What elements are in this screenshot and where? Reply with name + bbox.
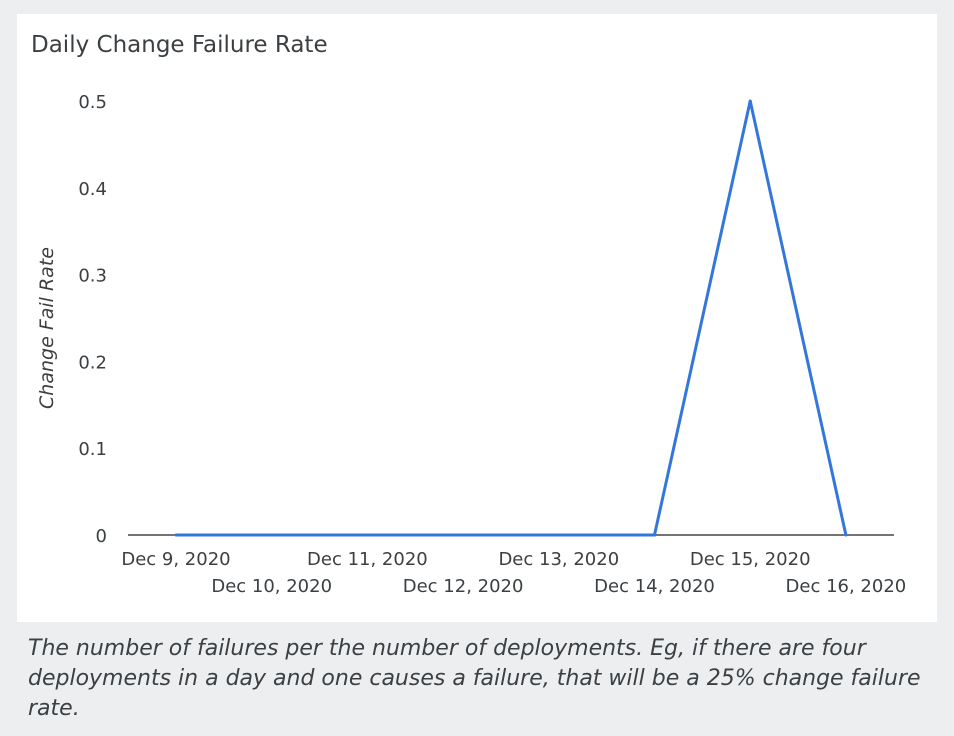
chart-caption: The number of failures per the number of… xyxy=(28,636,921,721)
y-tick-label: 0.1 xyxy=(78,439,107,460)
y-tick-label: 0 xyxy=(96,526,107,547)
data-point xyxy=(270,533,274,537)
data-point xyxy=(365,533,369,537)
x-tick-label: Dec 11, 2020 xyxy=(307,549,428,570)
data-point xyxy=(748,99,752,103)
chart-card: Daily Change Failure Rate Change Fail Ra… xyxy=(17,14,937,622)
line-chart: Change Fail Rate 0 0.1 0.2 0.3 0.4 0.5 Dec 9, 2… xyxy=(36,92,907,597)
y-tick-label: 0.5 xyxy=(78,92,107,113)
data-point xyxy=(557,533,561,537)
x-tick-label: Dec 15, 2020 xyxy=(690,549,811,570)
x-tick-label: Dec 13, 2020 xyxy=(498,549,619,570)
data-point xyxy=(653,533,656,537)
x-tick-label: Dec 10, 2020 xyxy=(211,576,332,597)
data-point xyxy=(174,533,178,537)
chart-title: Daily Change Failure Rate xyxy=(31,32,328,58)
x-tick-label: Dec 14, 2020 xyxy=(594,576,715,597)
x-tick-label: Dec 12, 2020 xyxy=(403,576,524,597)
y-tick-label: 0.2 xyxy=(78,352,107,373)
x-tick-label: Dec 16, 2020 xyxy=(786,576,907,597)
y-axis-title: Change Fail Rate xyxy=(36,247,58,409)
y-tick-label: 0.3 xyxy=(78,266,107,287)
x-tick-label: Dec 9, 2020 xyxy=(121,549,230,570)
series-line xyxy=(176,100,848,537)
y-tick-label: 0.4 xyxy=(78,179,107,200)
data-point xyxy=(461,533,465,537)
data-point xyxy=(844,533,848,537)
